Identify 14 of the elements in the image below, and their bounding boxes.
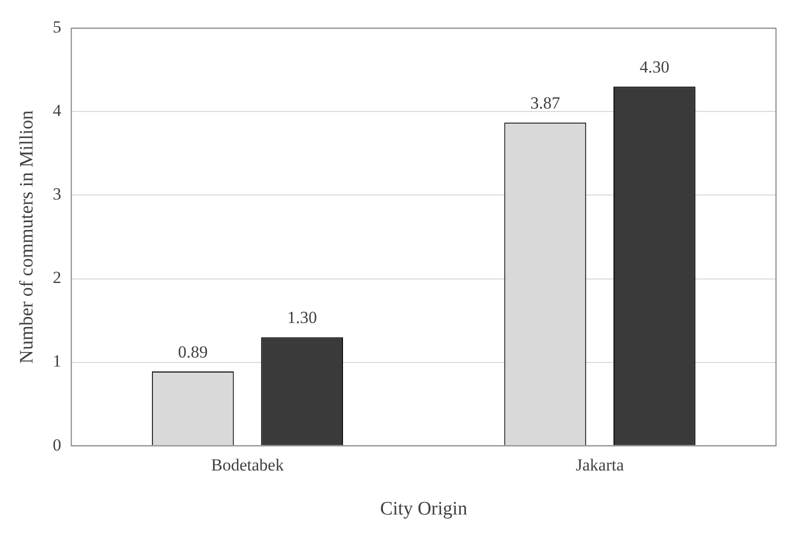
y-axis-title: Number of commuters in Million	[16, 110, 38, 364]
y-tick-label: 3	[52, 184, 62, 204]
data-label: 1.30	[287, 308, 317, 328]
y-tick-label: 0	[52, 435, 62, 454]
x-tick-label: Jakarta	[576, 455, 624, 474]
data-label: 4.30	[640, 58, 670, 77]
y-tick-label: 1	[52, 352, 62, 371]
x-axis-title: City Origin	[380, 498, 468, 520]
y-tick-label: 4	[52, 101, 62, 120]
y-tick-label: 5	[52, 18, 62, 37]
x-tick-label: Bodetabek	[211, 455, 284, 474]
y-tick-label: 2	[52, 268, 62, 288]
data-label: 3.87	[530, 94, 561, 113]
data-label: 0.89	[178, 342, 208, 362]
